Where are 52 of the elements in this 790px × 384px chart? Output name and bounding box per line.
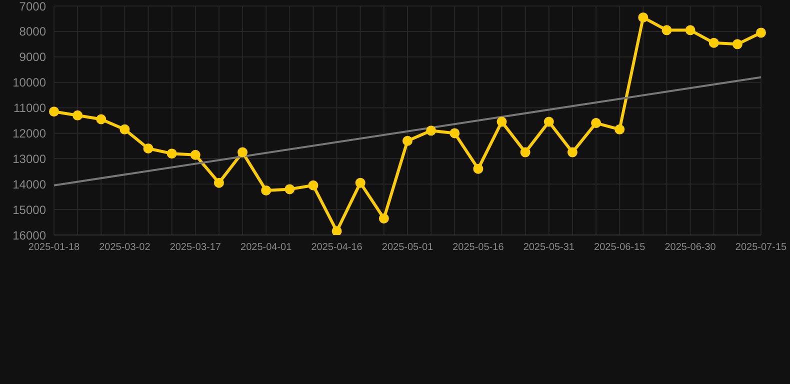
point: [591, 118, 602, 128]
point: [402, 136, 412, 146]
point: [332, 226, 342, 235]
point: [732, 39, 742, 50]
point: [190, 150, 200, 160]
x-tick-label: 2025-05-16: [452, 242, 504, 254]
point: [520, 147, 530, 158]
point: [143, 143, 154, 154]
x-tick-label: 2025-06-15: [594, 242, 646, 254]
point: [72, 110, 83, 120]
point: [238, 147, 248, 158]
y-tick-label: 16000: [12, 228, 46, 242]
point: [567, 147, 578, 158]
y-tick-label: 7000: [19, 0, 46, 14]
x-tick-label: 2025-04-16: [311, 242, 363, 254]
x-tick-label: 2025-05-01: [382, 242, 434, 254]
point: [708, 38, 719, 48]
y-tick-label: 12000: [12, 126, 46, 140]
point: [426, 126, 436, 136]
point: [496, 116, 507, 127]
point: [49, 106, 59, 117]
x-tick-label: 2025-01-18: [28, 242, 80, 254]
point: [166, 148, 177, 159]
point: [355, 178, 366, 188]
y-tick-label: 15000: [12, 202, 46, 217]
point: [284, 184, 295, 194]
point: [378, 213, 389, 224]
point: [614, 124, 625, 134]
y-tick-label: 9000: [19, 50, 46, 64]
point: [450, 128, 460, 138]
point: [662, 25, 672, 36]
point: [120, 124, 130, 134]
y-tick-label: 8000: [19, 24, 46, 39]
y-tick-label: 10000: [12, 76, 46, 90]
y-tick-label: 14000: [12, 177, 46, 192]
point: [638, 12, 648, 22]
x-tick-label: 2025-05-31: [523, 242, 575, 254]
x-tick-label: 2025-06-30: [664, 242, 716, 254]
point: [756, 28, 766, 38]
x-tick-label: 2025-07-15: [735, 242, 788, 254]
point: [96, 114, 106, 124]
x-tick-label: 2025-03-02: [99, 242, 151, 254]
point: [685, 25, 696, 36]
y-tick-label: 11000: [14, 101, 46, 116]
y-tick-label: 13000: [12, 152, 46, 166]
point: [473, 164, 484, 174]
point: [214, 178, 224, 188]
point: [308, 180, 318, 190]
x-tick-label: 2025-03-17: [170, 242, 222, 254]
point: [261, 185, 272, 196]
point: [544, 116, 554, 127]
x-tick-label: 2025-04-01: [240, 242, 292, 254]
